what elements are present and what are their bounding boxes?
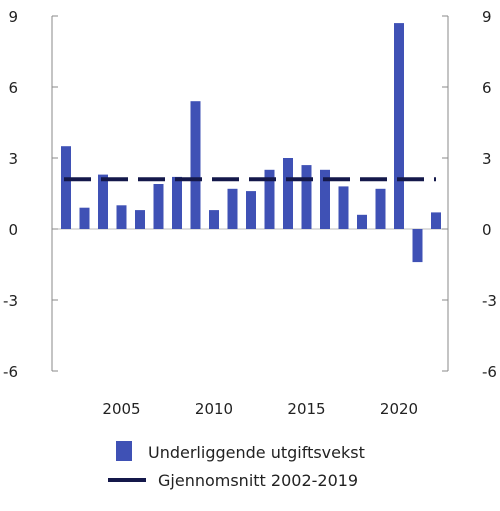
- bar-2009: [190, 101, 201, 229]
- bar-2022: [431, 212, 441, 229]
- legend-line-label: Gjennomsnitt 2002-2019: [158, 471, 358, 490]
- right-y-tick-label: -6: [482, 363, 497, 381]
- left-y-tick-label: -3: [3, 292, 18, 310]
- bar-2011: [227, 188, 238, 229]
- legend: Underliggende utgiftsvekst Gjennomsnitt …: [108, 441, 365, 490]
- right-y-tick-label: 9: [482, 8, 492, 26]
- bar-2015: [301, 165, 312, 229]
- bar-2020: [394, 23, 404, 229]
- bar-2008: [172, 176, 182, 229]
- right-y-tick-label: 3: [482, 150, 492, 168]
- x-tick-label-2005: 2005: [102, 400, 140, 418]
- x-tick-label-2020: 2020: [380, 400, 418, 418]
- x-axis: 2005 2010 2015 2020: [102, 400, 418, 418]
- plot-area: [52, 23, 448, 263]
- x-tick-label-2010: 2010: [195, 400, 233, 418]
- right-y-tick-label: 0: [482, 221, 492, 239]
- left-y-tick-label: 0: [8, 221, 18, 239]
- bar-2012: [246, 191, 256, 229]
- bar-2004: [98, 174, 108, 229]
- bar-2005: [116, 205, 127, 229]
- bar-2017: [338, 186, 349, 229]
- bar-2007: [153, 184, 164, 229]
- legend-bar-swatch: [116, 441, 132, 461]
- legend-bar-label: Underliggende utgiftsvekst: [148, 443, 365, 462]
- bar-2016: [320, 169, 330, 229]
- x-tick-label-2015: 2015: [287, 400, 325, 418]
- bar-2014: [283, 158, 293, 229]
- right-y-tick-label: -3: [482, 292, 497, 310]
- left-y-tick-label: 9: [8, 8, 18, 26]
- left-y-tick-label: -6: [3, 363, 18, 381]
- bar-2010: [209, 210, 219, 229]
- left-y-tick-label: 3: [8, 150, 18, 168]
- bar-2006: [135, 210, 145, 229]
- bar-2013: [264, 169, 275, 229]
- left-y-axis: 9 6 3 0 -3 -6: [3, 8, 58, 381]
- bar-2002: [61, 146, 71, 229]
- bar-2019: [375, 188, 386, 229]
- right-y-tick-label: 6: [482, 79, 492, 97]
- bar-2021: [412, 229, 423, 263]
- bar-2018: [357, 214, 367, 229]
- right-y-axis: 9 6 3 0 -3 -6: [442, 8, 497, 381]
- left-y-tick-label: 6: [8, 79, 18, 97]
- bar-2003: [79, 207, 90, 229]
